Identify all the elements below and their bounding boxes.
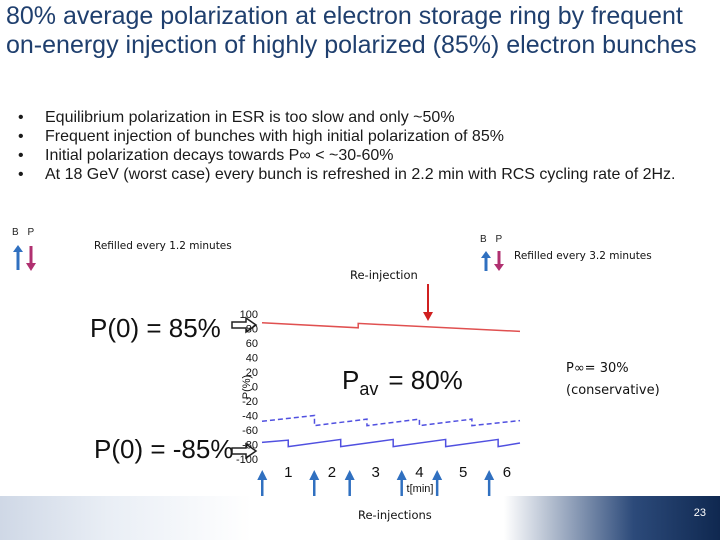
arrow-right-bottom-icon [231, 442, 258, 460]
bullet-item: • Frequent injection of bunches with high… [18, 127, 718, 146]
bp-label-left: B P [12, 227, 38, 238]
arrow-down-red-icon [494, 251, 504, 271]
bp-arrows-left [13, 245, 36, 271]
x-ticks: 1 2 3 4 5 6 [284, 464, 511, 481]
x-tick-label: 1 [284, 464, 292, 481]
bp-arrows-right [481, 251, 504, 271]
bp-label-right: B P [480, 234, 506, 245]
y-axis-label: P(%) [241, 375, 253, 399]
pinf-note: P∞= 30% (conservative) [566, 358, 660, 402]
x-tick-label: 4 [415, 464, 423, 481]
bullet-dot: • [18, 147, 24, 164]
pav-p: P [342, 365, 359, 395]
y-tick-label: 40 [246, 353, 258, 365]
y-ticks: 100 80 60 40 20 0 -20 -40 -60 -80 -100 [236, 309, 258, 466]
bullet-item: • Equilibrium polarization in ESR is too … [18, 108, 718, 127]
bullet-list: • Equilibrium polarization in ESR is too … [18, 108, 718, 184]
arrow-down-red-icon [26, 246, 36, 271]
pinf-line1: P∞= 30% [566, 361, 629, 376]
arrow-up-blue-icon [481, 251, 491, 271]
reinjections-label: Re-injections [358, 508, 432, 522]
reinjection-label: Re-injection [350, 268, 418, 282]
bullet-dot: • [18, 109, 24, 126]
bullet-dot: • [18, 166, 24, 183]
p0-bottom-label: P(0) = -85% [94, 434, 233, 464]
footer-bar [0, 496, 720, 540]
x-tick-label: 3 [372, 464, 380, 481]
pav-sub: av [359, 379, 378, 399]
x-tick-label: 5 [459, 464, 467, 481]
y-tick-label: -20 [242, 396, 258, 408]
bullet-item: • At 18 GeV (worst case) every bunch is r… [18, 165, 718, 184]
bullet-text: At 18 GeV (worst case) every bunch is re… [45, 166, 676, 183]
y-tick-label: 100 [240, 309, 258, 321]
refill-right-label: Refilled every 3.2 minutes [514, 250, 652, 262]
page-number: 23 [693, 507, 706, 519]
reinjection-arrow-icon [423, 284, 433, 321]
y-tick-label: -60 [242, 425, 258, 437]
y-tick-label: 60 [246, 338, 258, 350]
series-group [261, 321, 521, 448]
p0-top-label: P(0) = 85% [90, 313, 221, 343]
arrow-right-top-icon [231, 316, 258, 334]
bullet-dot: • [18, 128, 24, 145]
pav-label: Pav = 80% [342, 365, 463, 399]
bullet-item: • Initial polarization decays towards P∞ … [18, 146, 718, 165]
x-tick-label: 6 [503, 464, 511, 481]
slide-title: 80% average polarization at electron sto… [6, 2, 697, 59]
pav-value: = 80% [388, 365, 462, 395]
polarization-curve-0 [261, 321, 521, 333]
pinf-line2: (conservative) [566, 383, 660, 398]
y-tick-label: -80 [242, 440, 258, 452]
polarization-curve-2 [261, 414, 521, 427]
y-tick-label: 0 [252, 382, 258, 394]
y-tick-label: 20 [246, 367, 258, 379]
y-tick-label: -40 [242, 411, 258, 423]
x-axis-label: t[min] [407, 483, 434, 495]
refill-left-label: Refilled every 1.2 minutes [94, 240, 232, 252]
polarization-curve-1 [261, 438, 521, 448]
y-tick-label: 80 [246, 324, 258, 336]
bullet-text: Initial polarization decays towards P∞ <… [45, 147, 394, 164]
y-tick-label: -100 [236, 454, 258, 466]
arrow-up-blue-icon [13, 245, 23, 270]
x-tick-label: 2 [328, 464, 336, 481]
bullet-text: Equilibrium polarization in ESR is too s… [45, 109, 455, 126]
bullet-text: Frequent injection of bunches with high … [45, 128, 504, 145]
